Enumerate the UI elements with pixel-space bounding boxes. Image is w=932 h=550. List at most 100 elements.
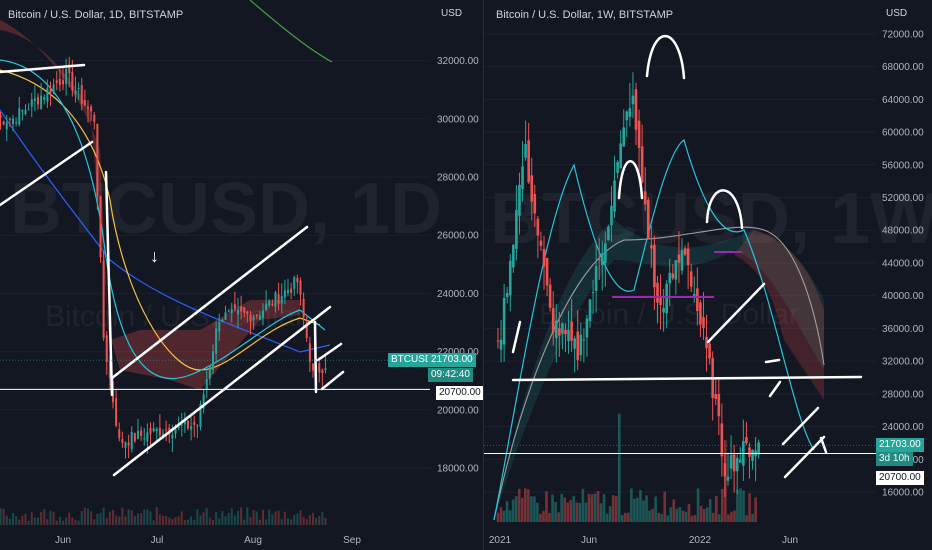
x-tick-label: Jun	[55, 535, 71, 546]
candle	[594, 266, 598, 291]
volume-bar	[196, 509, 199, 525]
y-tick-label: 32000.00	[882, 357, 924, 368]
volume-bar	[90, 511, 93, 525]
volume-bar	[751, 513, 754, 522]
candle	[27, 109, 30, 111]
candle	[90, 106, 93, 112]
volume-bar	[754, 497, 757, 522]
support-line	[511, 375, 863, 382]
candle	[55, 80, 58, 84]
volume-bar	[21, 515, 24, 525]
candle	[308, 343, 311, 362]
volume-bar	[624, 512, 627, 522]
volume-bar	[227, 512, 230, 525]
candle	[318, 363, 321, 373]
volume-bar	[46, 519, 49, 525]
volume-bar	[55, 520, 58, 525]
candle	[190, 426, 193, 430]
volume-bar	[505, 501, 509, 522]
candle	[699, 302, 702, 325]
candle	[152, 428, 155, 432]
candle	[521, 166, 524, 190]
candle	[585, 318, 589, 338]
volume-bar	[233, 515, 236, 525]
candle	[105, 335, 108, 362]
volume-bar	[49, 510, 52, 525]
y-tick-label: 64000.00	[882, 95, 924, 106]
y-tick-label: 68000.00	[882, 62, 924, 73]
volume-bar	[642, 500, 645, 522]
candle	[702, 317, 705, 329]
candle	[561, 323, 564, 334]
candle	[99, 196, 102, 258]
candle	[588, 299, 592, 322]
volume-bar	[605, 513, 609, 522]
candle	[502, 297, 506, 345]
candle	[524, 144, 527, 158]
candle	[748, 447, 751, 457]
candle	[631, 95, 635, 105]
candle	[30, 99, 33, 107]
volume-bar	[533, 496, 536, 522]
volume-bar	[663, 491, 667, 522]
candle	[582, 339, 586, 341]
volume-bar	[499, 507, 503, 522]
candle	[83, 100, 86, 106]
candle	[299, 280, 302, 295]
y-tick-label: 16000.00	[882, 488, 924, 499]
volume-bar	[143, 509, 146, 525]
volume-bar	[693, 514, 697, 522]
x-tick-label: Sep	[343, 535, 361, 546]
candle	[12, 118, 14, 125]
volume-bar	[745, 515, 748, 522]
candle	[102, 260, 105, 338]
volume-bar	[554, 502, 557, 522]
daily-chart-panel[interactable]: BTCUSD, 1D Bitcoin / U.S. Dollar ↓ 18000.…	[0, 0, 483, 550]
volume-bar	[130, 510, 133, 525]
candle	[202, 394, 205, 409]
y-tick-label: 24000.00	[882, 422, 924, 433]
volume-bar	[660, 514, 663, 522]
candle	[527, 140, 530, 183]
candle	[729, 454, 733, 469]
candle	[564, 329, 567, 335]
y-tick-label: 48000.00	[882, 226, 924, 237]
candle	[689, 271, 693, 287]
volume-bar	[508, 510, 512, 522]
candle	[230, 308, 233, 313]
volume-bar	[648, 510, 651, 522]
weekly-chart-svg[interactable]: 16000.0020000.0024000.0028000.0032000.00…	[484, 0, 932, 550]
volume-bar	[237, 510, 239, 525]
arc-drawing	[617, 160, 644, 200]
volume-bar	[243, 519, 246, 525]
candle	[171, 434, 174, 439]
volume-bar	[708, 499, 712, 522]
volume-bar	[675, 508, 679, 522]
candle	[604, 243, 607, 263]
weekly-chart-panel[interactable]: BTCUSD, 1W Bitcoin / U.S. Dollar 16000.0…	[484, 0, 932, 550]
candle	[296, 277, 299, 283]
candle	[536, 218, 540, 236]
daily-chart-svg[interactable]: ↓ 18000.00 20000.00 22000.00 24000.00 26000.0…	[0, 0, 483, 550]
candle	[723, 463, 727, 477]
x-tick-label: Jun	[581, 535, 597, 546]
volume-bar	[71, 517, 74, 525]
candle	[205, 379, 208, 390]
candle	[542, 248, 546, 267]
volume-bar	[121, 507, 124, 525]
volume-bar	[77, 520, 80, 525]
candle-countdown-tag: 09:42:40	[428, 368, 473, 382]
candle	[668, 272, 672, 284]
candle	[312, 363, 314, 371]
candle	[545, 257, 549, 286]
candle	[2, 121, 5, 125]
candle	[499, 339, 503, 350]
candle	[530, 175, 534, 202]
volume-bar	[115, 515, 118, 525]
volume-bar	[218, 518, 221, 525]
candle	[277, 294, 280, 304]
volume-bar	[696, 488, 700, 522]
candle	[58, 78, 61, 85]
currency-label: USD	[886, 8, 908, 19]
volume-bar	[0, 508, 2, 525]
